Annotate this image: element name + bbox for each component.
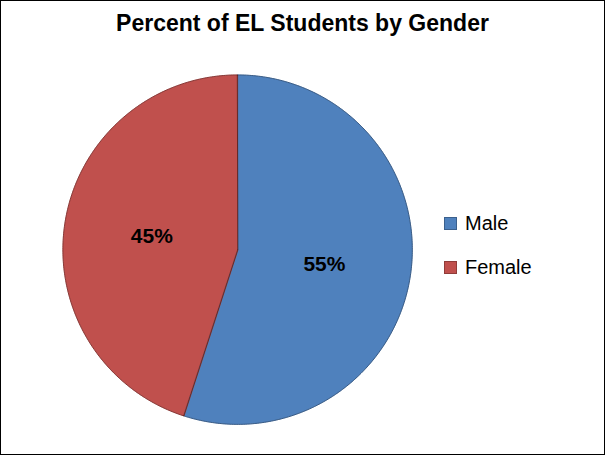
svg-text:45%: 45% bbox=[131, 224, 173, 247]
svg-text:55%: 55% bbox=[303, 252, 345, 275]
html-text:Percent of EL Students by Gend: Percent of EL Students by Gender bbox=[116, 10, 489, 36]
html-text:Male: Male bbox=[465, 211, 509, 234]
html-text:Female: Female bbox=[465, 255, 532, 278]
